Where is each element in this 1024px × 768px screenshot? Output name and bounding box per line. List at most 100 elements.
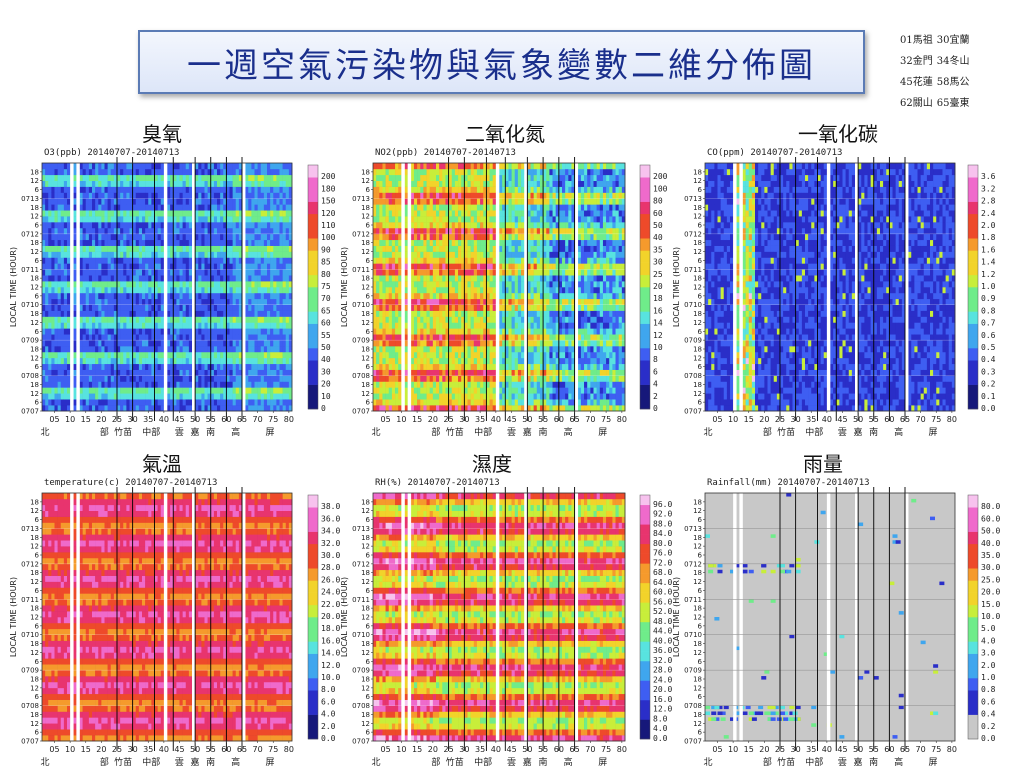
- heatmap-cell: [233, 163, 236, 169]
- heatmap-cell: [245, 169, 248, 175]
- heatmap-cell: [214, 222, 217, 228]
- heatmap-cell: [264, 240, 267, 246]
- heatmap-cell: [173, 393, 176, 399]
- heatmap-cell: [452, 263, 455, 269]
- heatmap-cell: [108, 405, 111, 411]
- heatmap-cell: [205, 234, 208, 240]
- heatmap-cell: [64, 393, 67, 399]
- heatmap-cell: [133, 346, 136, 352]
- heatmap-cell: [51, 358, 54, 364]
- heatmap-cell: [105, 281, 108, 287]
- heatmap-cell: [201, 210, 204, 216]
- heatmap-cell: [382, 240, 385, 246]
- heatmap-cell: [458, 193, 461, 199]
- heatmap-cell: [80, 381, 83, 387]
- heatmap-cell: [205, 193, 208, 199]
- colorbar-tick-label: 10: [321, 392, 331, 401]
- heatmap-cell: [230, 181, 233, 187]
- heatmap-cell: [51, 187, 54, 193]
- heatmap-cell: [423, 252, 426, 258]
- heatmap-cell: [92, 393, 95, 399]
- heatmap-cell: [217, 370, 220, 376]
- heatmap-cell: [389, 198, 392, 204]
- heatmap-cell: [58, 163, 61, 169]
- heatmap-cell: [373, 193, 376, 199]
- heatmap-cell: [270, 187, 273, 193]
- heatmap-cell: [230, 340, 233, 346]
- heatmap-cell: [283, 228, 286, 234]
- heatmap-cell: [395, 275, 398, 281]
- heatmap-cell: [189, 381, 192, 387]
- heatmap-cell: [126, 358, 129, 364]
- heatmap-cell: [186, 252, 189, 258]
- heatmap-cell: [48, 198, 51, 204]
- heatmap-cell: [117, 216, 120, 222]
- heatmap-cell: [173, 328, 176, 334]
- heatmap-cell: [86, 163, 89, 169]
- heatmap-cell: [392, 376, 395, 382]
- colorbar-tick-label: 100: [321, 233, 336, 242]
- heatmap-cell: [189, 246, 192, 252]
- heatmap-cell: [155, 163, 158, 169]
- heatmap-cell: [442, 193, 445, 199]
- heatmap-cell: [273, 405, 276, 411]
- heatmap-cell: [48, 169, 51, 175]
- heatmap-cell: [173, 405, 176, 411]
- heatmap-cell: [108, 387, 111, 393]
- heatmap-cell: [176, 370, 179, 376]
- heatmap-cell: [180, 263, 183, 269]
- heatmap-cell: [248, 305, 251, 311]
- heatmap-cell: [376, 275, 379, 281]
- heatmap-cell: [417, 311, 420, 317]
- heatmap-cell: [261, 293, 264, 299]
- heatmap-cell: [117, 352, 120, 358]
- heatmap-cell: [270, 322, 273, 328]
- heatmap-cell: [283, 352, 286, 358]
- heatmap-cell: [270, 275, 273, 281]
- heatmap-cell: [430, 246, 433, 252]
- heatmap-cell: [214, 187, 217, 193]
- heatmap-cell: [261, 376, 264, 382]
- heatmap-cell: [270, 293, 273, 299]
- heatmap-cell: [83, 381, 86, 387]
- heatmap-cell: [173, 358, 176, 364]
- heatmap-cell: [427, 252, 430, 258]
- colorbar-segment: [308, 348, 318, 361]
- heatmap-cell: [139, 187, 142, 193]
- heatmap-cell: [430, 399, 433, 405]
- heatmap-cell: [139, 257, 142, 263]
- heatmap-cell: [123, 311, 126, 317]
- heatmap-cell: [95, 305, 98, 311]
- heatmap-cell: [120, 263, 123, 269]
- heatmap-cell: [283, 198, 286, 204]
- heatmap-cell: [273, 181, 276, 187]
- heatmap-cell: [95, 281, 98, 287]
- heatmap-cell: [267, 216, 270, 222]
- heatmap-cell: [423, 370, 426, 376]
- heatmap-cell: [261, 187, 264, 193]
- heatmap-cell: [173, 169, 176, 175]
- heatmap-cell: [258, 352, 261, 358]
- heatmap-cell: [471, 210, 474, 216]
- heatmap-cell: [261, 328, 264, 334]
- heatmap-cell: [382, 163, 385, 169]
- heatmap-cell: [142, 317, 145, 323]
- heatmap-cell: [276, 210, 279, 216]
- heatmap-cell: [139, 228, 142, 234]
- heatmap-cell: [105, 340, 108, 346]
- heatmap-cell: [217, 287, 220, 293]
- heatmap-cell: [382, 234, 385, 240]
- heatmap-cell: [283, 175, 286, 181]
- heatmap-cell: [258, 252, 261, 258]
- heatmap-cell: [161, 358, 164, 364]
- heatmap-cell: [161, 322, 164, 328]
- heatmap-cell: [427, 405, 430, 411]
- heatmap-cell: [280, 198, 283, 204]
- heatmap-cell: [161, 169, 164, 175]
- heatmap-cell: [273, 370, 276, 376]
- heatmap-cell: [136, 216, 139, 222]
- heatmap-cell: [398, 246, 401, 252]
- heatmap-cell: [101, 210, 104, 216]
- heatmap-cell: [373, 281, 376, 287]
- heatmap-cell: [111, 210, 114, 216]
